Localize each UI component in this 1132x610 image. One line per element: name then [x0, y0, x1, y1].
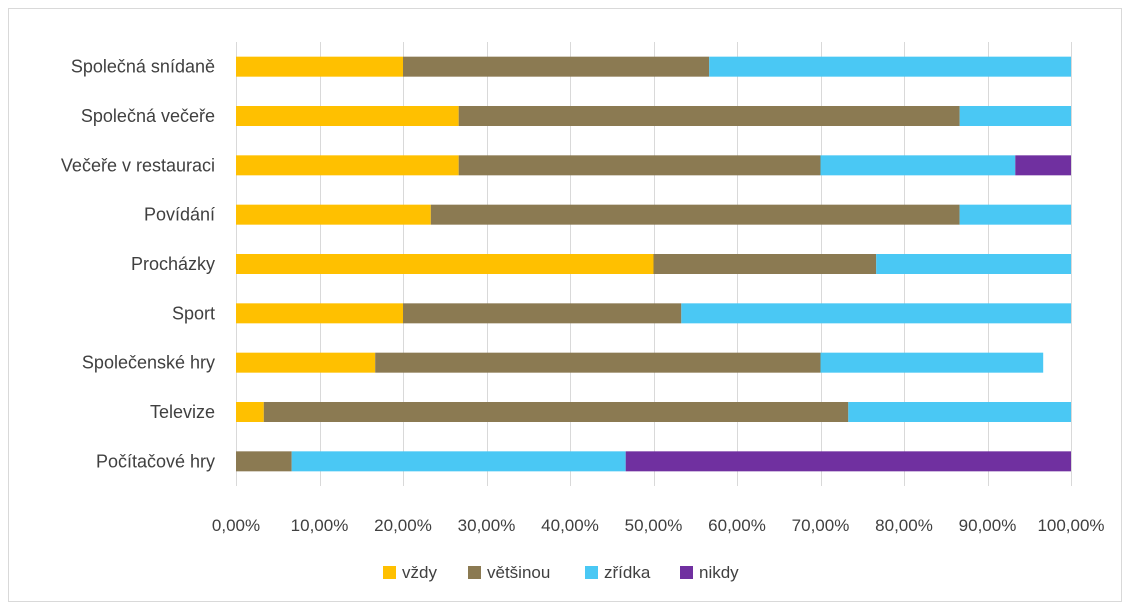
x-tick-label: 100,00% [1037, 516, 1104, 535]
x-tick-label: 40,00% [541, 516, 599, 535]
bar-segment [681, 303, 1071, 324]
bar-segment [625, 451, 1071, 472]
x-tick-label: 60,00% [708, 516, 766, 535]
x-tick-label: 0,00% [212, 516, 260, 535]
category-label: Společná snídaně [71, 57, 215, 77]
bar-segment [236, 451, 292, 472]
x-tick-label: 70,00% [792, 516, 850, 535]
x-tick-label: 10,00% [291, 516, 349, 535]
category-label: Televize [150, 402, 215, 422]
bar-segment [263, 402, 849, 422]
bar-segment [959, 106, 1071, 126]
bar-segment [236, 352, 376, 373]
bar-segment [458, 106, 960, 126]
category-labels: Společná snídaně Společná večeře Večeře v … [61, 57, 215, 472]
bar-segment [236, 106, 459, 126]
bar-segment [375, 352, 821, 373]
legend-label: zřídka [604, 563, 651, 582]
bar-segment [430, 204, 960, 225]
bar-segment [236, 56, 403, 77]
bar-segment [291, 451, 626, 472]
category-label: Sport [172, 303, 215, 323]
bar-segment [236, 254, 654, 274]
bar-segment [403, 303, 682, 324]
bar-segment [876, 254, 1071, 274]
category-label: Povídání [144, 205, 215, 225]
category-label: Procházky [131, 254, 215, 274]
legend-swatch [680, 566, 693, 579]
legend-swatch [383, 566, 396, 579]
x-tick-label: 90,00% [959, 516, 1017, 535]
bar-segment [236, 204, 431, 225]
legend-swatch [585, 566, 598, 579]
bar-segment [709, 56, 1071, 77]
x-tick-label: 80,00% [875, 516, 933, 535]
bar-segment [653, 254, 877, 274]
bar-segment [403, 56, 710, 77]
legend-label: většinou [487, 563, 550, 582]
x-tick-label: 20,00% [374, 516, 432, 535]
bar-segment [458, 155, 821, 176]
bar-segment [848, 402, 1071, 422]
category-label: Společenské hry [82, 353, 215, 373]
legend-label: nikdy [699, 563, 739, 582]
legend-label: vždy [402, 563, 437, 582]
category-label: Počítačové hry [96, 451, 215, 471]
bar-segment [236, 155, 459, 176]
bar-segment [1015, 155, 1071, 176]
x-tick-labels: 0,00% 10,00% 20,00% 30,00% 40,00% 50,00% 60,00… [212, 516, 1105, 535]
bar-segment [959, 204, 1071, 225]
legend: vždy většinou zřídka nikdy [383, 563, 739, 582]
bar-segment [236, 402, 264, 422]
legend-swatch [468, 566, 481, 579]
x-tick-label: 50,00% [625, 516, 683, 535]
category-label: Společná večeře [81, 106, 215, 126]
bar-segment [236, 303, 403, 324]
bar-segment [820, 352, 1044, 373]
x-tick-label: 30,00% [458, 516, 516, 535]
bar-series [236, 56, 1071, 472]
bar-segment [820, 155, 1016, 176]
category-label: Večeře v restauraci [61, 155, 215, 175]
